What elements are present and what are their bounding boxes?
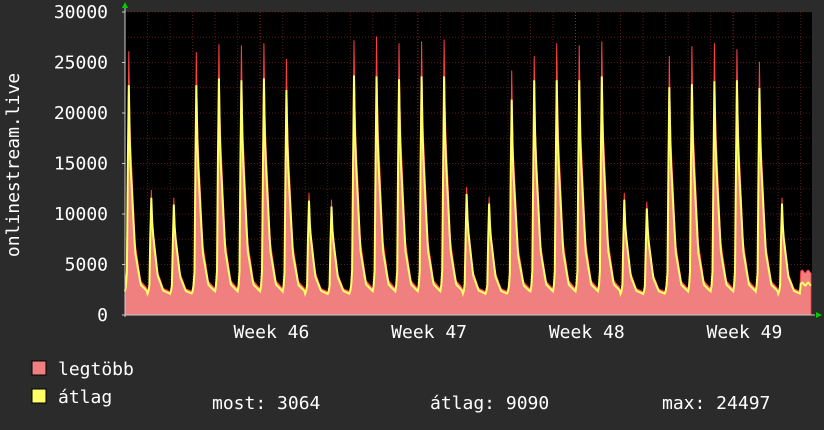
legend-label-atlag: átlag [58,387,112,408]
x-tick-label: Week 49 [706,322,782,343]
x-tick-label: Week 48 [549,322,625,343]
y-tick-label: 0 [97,305,108,326]
y-tick-label: 15000 [54,154,108,175]
axes [122,2,822,318]
legend-swatch-legtobb [31,360,47,376]
chart-marks [124,36,812,316]
x-tick-label: Week 46 [233,322,309,343]
x-axis-arrow [816,312,822,318]
y-tick-label: 5000 [65,255,108,276]
stat-max: max: 24497 [662,393,770,414]
y-tick-label: 30000 [54,2,108,23]
y-tick-labels: 0 5000 10000 15000 20000 25000 30000 [54,2,125,326]
legend-swatch-atlag [31,388,47,404]
stat-average: átlag: 9090 [430,393,549,414]
y-axis-label: onlinestream.live [3,73,24,257]
series-line-atlag [124,75,812,298]
x-tick-label: Week 47 [391,322,467,343]
y-tick-label: 20000 [54,103,108,124]
stat-now: most: 3064 [212,393,320,414]
y-tick-label: 10000 [54,204,108,225]
x-tick-labels: Week 46 Week 47 Week 48 Week 49 [233,322,782,343]
legend-label-legtobb: legtöbb [58,359,134,380]
y-axis-arrow [122,2,128,8]
y-tick-label: 25000 [54,53,108,74]
